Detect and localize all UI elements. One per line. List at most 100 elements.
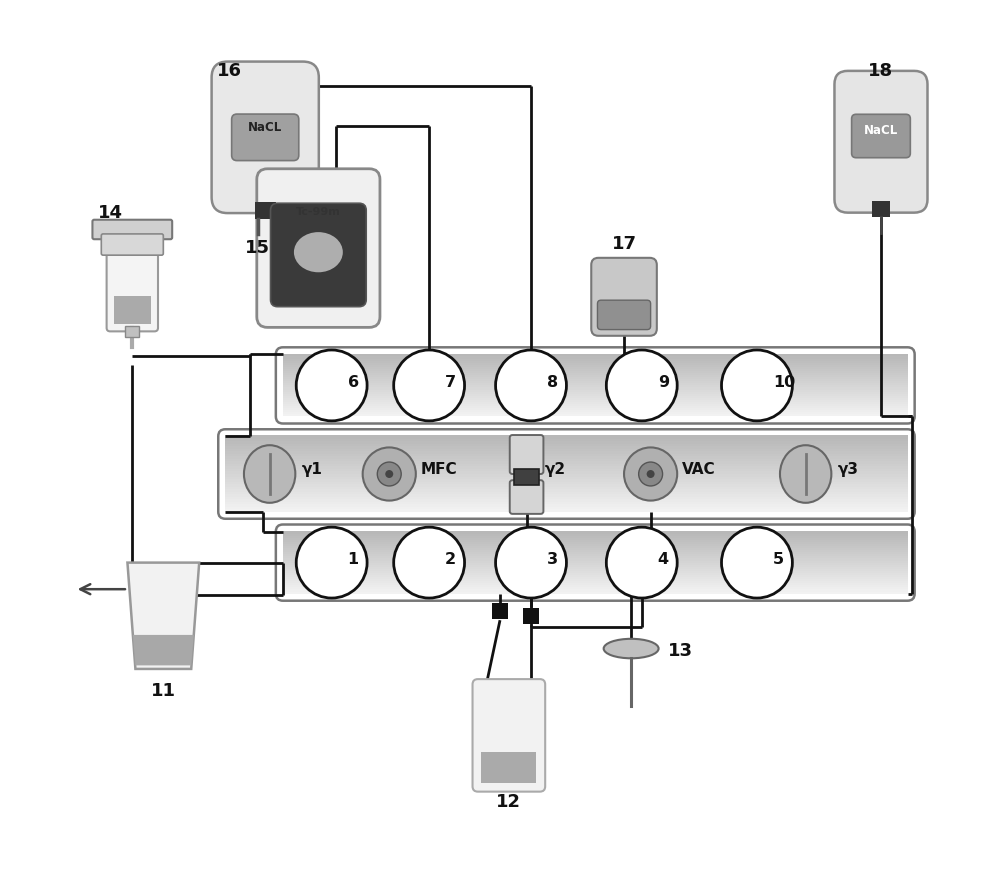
Bar — [283, 368, 908, 371]
Bar — [283, 539, 908, 542]
Bar — [283, 537, 908, 540]
Bar — [283, 377, 908, 379]
Bar — [283, 580, 908, 583]
Bar — [225, 478, 908, 482]
Circle shape — [624, 447, 677, 501]
Text: 14: 14 — [98, 204, 123, 222]
Bar — [283, 405, 908, 408]
FancyBboxPatch shape — [232, 114, 299, 160]
Bar — [225, 473, 908, 477]
FancyBboxPatch shape — [271, 203, 366, 307]
Bar — [481, 752, 536, 783]
Bar — [225, 465, 908, 469]
Bar — [283, 582, 908, 586]
Bar — [225, 468, 908, 471]
FancyBboxPatch shape — [591, 258, 657, 336]
Bar — [283, 579, 908, 581]
Bar — [225, 486, 908, 489]
Bar — [225, 453, 908, 456]
Text: VAC: VAC — [682, 462, 715, 477]
Bar — [872, 201, 890, 217]
Bar — [225, 494, 908, 496]
Bar — [114, 296, 151, 324]
Bar — [225, 501, 908, 504]
Circle shape — [647, 470, 655, 478]
Circle shape — [363, 447, 416, 501]
Text: 11: 11 — [151, 682, 176, 700]
FancyBboxPatch shape — [834, 71, 927, 213]
Bar — [283, 414, 908, 416]
Bar — [283, 389, 908, 392]
Text: 4: 4 — [658, 553, 669, 567]
Bar — [283, 587, 908, 589]
Circle shape — [377, 462, 401, 486]
Bar — [283, 403, 908, 406]
Bar — [283, 574, 908, 577]
Text: 2: 2 — [445, 553, 456, 567]
Bar — [283, 401, 908, 404]
Polygon shape — [133, 635, 194, 665]
Text: 3: 3 — [547, 553, 558, 567]
Ellipse shape — [780, 445, 831, 503]
Bar — [283, 551, 908, 555]
Circle shape — [722, 350, 792, 421]
Text: γ2: γ2 — [544, 462, 565, 477]
Bar — [283, 545, 908, 548]
FancyBboxPatch shape — [257, 169, 380, 328]
Circle shape — [606, 527, 677, 598]
FancyBboxPatch shape — [510, 435, 543, 474]
Bar — [283, 585, 908, 587]
Bar — [225, 450, 908, 454]
Bar — [283, 556, 908, 558]
FancyBboxPatch shape — [212, 62, 319, 214]
Bar — [283, 557, 908, 561]
Bar — [225, 446, 908, 449]
FancyBboxPatch shape — [92, 220, 172, 239]
Bar — [283, 572, 908, 575]
Text: 7: 7 — [445, 376, 456, 390]
Bar — [283, 543, 908, 546]
Bar — [225, 443, 908, 447]
Bar — [514, 469, 539, 485]
Bar — [225, 448, 908, 452]
Bar — [283, 591, 908, 594]
Bar — [283, 392, 908, 396]
Text: Tc-99m: Tc-99m — [296, 207, 341, 217]
Bar — [283, 391, 908, 393]
Bar — [283, 366, 908, 369]
Bar — [125, 326, 139, 337]
Text: 15: 15 — [245, 239, 270, 257]
Bar — [283, 570, 908, 573]
Bar — [283, 535, 908, 538]
Bar — [283, 566, 908, 569]
Text: 9: 9 — [658, 376, 669, 390]
Text: MFC: MFC — [420, 462, 457, 477]
Circle shape — [296, 527, 367, 598]
Bar — [225, 463, 908, 466]
FancyBboxPatch shape — [510, 480, 543, 514]
Bar — [225, 483, 908, 486]
Bar — [225, 506, 908, 509]
Bar — [283, 532, 908, 536]
Circle shape — [496, 527, 566, 598]
Bar — [283, 411, 908, 415]
Bar — [225, 480, 908, 484]
Bar — [283, 364, 908, 367]
Bar — [225, 461, 908, 464]
FancyBboxPatch shape — [473, 679, 545, 792]
Ellipse shape — [244, 445, 295, 503]
Bar — [283, 358, 908, 361]
Text: 8: 8 — [547, 376, 558, 390]
Polygon shape — [127, 563, 199, 669]
FancyBboxPatch shape — [597, 300, 651, 330]
FancyBboxPatch shape — [852, 114, 910, 158]
Bar — [283, 563, 908, 567]
Bar — [283, 554, 908, 556]
Bar — [283, 360, 908, 362]
Bar — [225, 488, 908, 492]
Bar — [283, 386, 908, 390]
Bar — [283, 531, 908, 533]
Text: 17: 17 — [612, 235, 637, 253]
Bar — [283, 548, 908, 550]
Bar — [283, 562, 908, 564]
